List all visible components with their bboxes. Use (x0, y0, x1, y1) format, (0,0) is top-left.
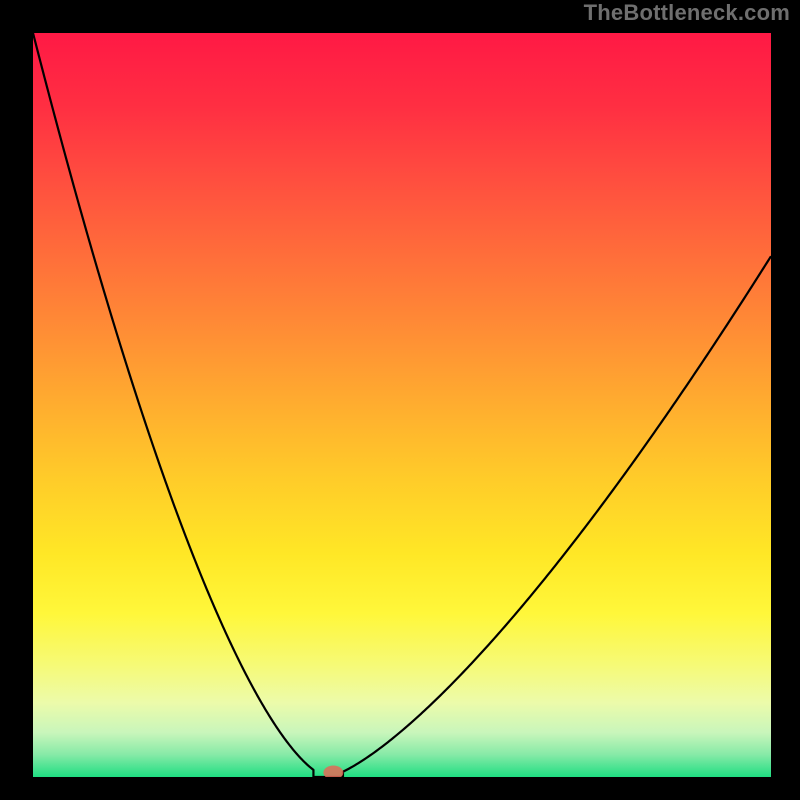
chart-frame: TheBottleneck.com (0, 0, 800, 800)
plot-svg (33, 33, 771, 777)
watermark-text: TheBottleneck.com (584, 0, 790, 26)
plot-area (33, 33, 771, 777)
plot-background (33, 33, 771, 777)
